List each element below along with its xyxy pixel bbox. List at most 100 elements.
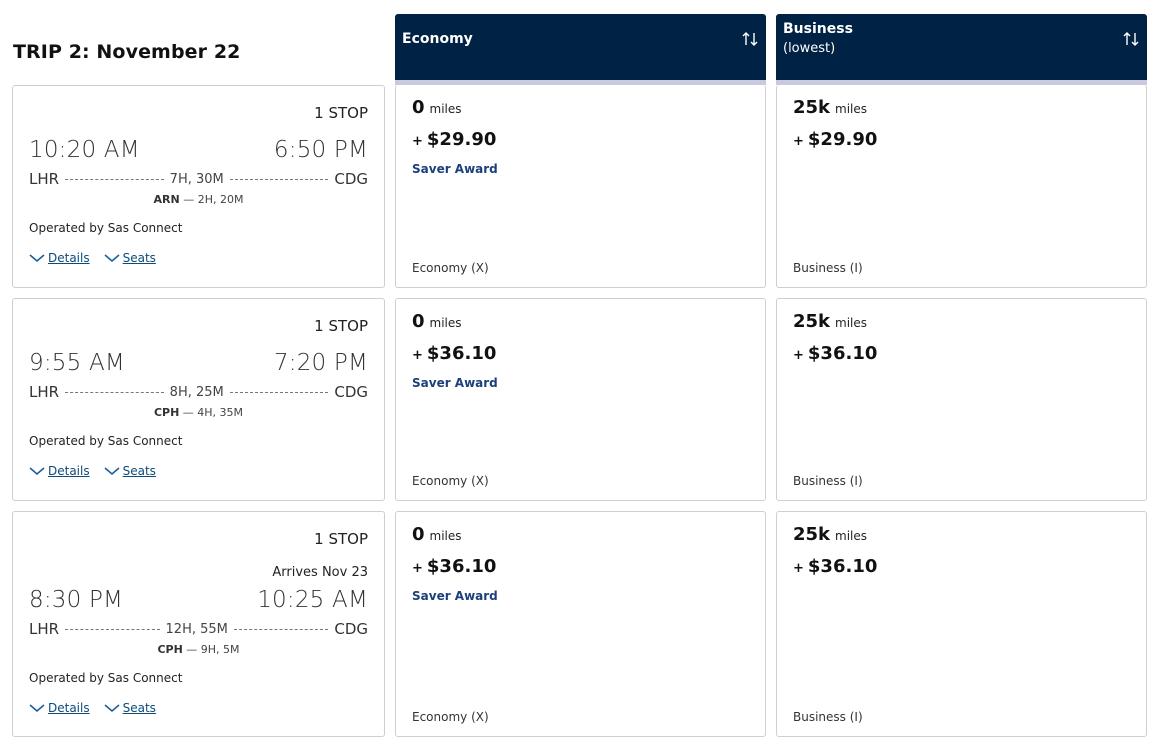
- arrive-time: 6:50 PM: [273, 137, 368, 163]
- arrive-time: 10:25 AM: [257, 587, 368, 613]
- saver-award-label: Saver Award: [412, 376, 498, 390]
- route-dash: [233, 628, 329, 630]
- route-dash: [65, 628, 160, 630]
- plus-sign: +: [412, 561, 423, 576]
- seats-link-label: Seats: [122, 251, 156, 265]
- destination-code: CDG: [334, 620, 368, 638]
- flight-card: 1 STOP 9:55 AM 7:20 PM LHR 8H, 25M CDG C…: [12, 298, 385, 501]
- miles-unit: miles: [835, 529, 868, 543]
- cabin-class: Business (I): [793, 474, 863, 488]
- cabin-class: Economy (X): [412, 710, 489, 724]
- destination-code: CDG: [334, 383, 369, 401]
- business-fare-card[interactable]: 25k miles + $36.10 Business (I): [776, 511, 1147, 737]
- miles-value: 0: [412, 97, 425, 118]
- seats-link[interactable]: Seats: [104, 251, 156, 265]
- chevron-down-icon: [29, 254, 45, 263]
- details-link-label: Details: [48, 251, 90, 265]
- plus-sign: +: [793, 134, 804, 149]
- economy-header-title: Economy: [402, 31, 473, 47]
- chevron-down-icon: [29, 704, 45, 713]
- economy-column-header[interactable]: Economy: [395, 14, 766, 85]
- seats-link-label: Seats: [122, 464, 156, 478]
- operated-by: Operated by Sas Connect: [29, 671, 183, 685]
- seats-link[interactable]: Seats: [104, 701, 156, 715]
- details-link-label: Details: [48, 701, 90, 715]
- cabin-class: Economy (X): [412, 261, 489, 275]
- chevron-down-icon: [104, 704, 120, 713]
- duration: 8H, 25M: [169, 384, 224, 400]
- operated-by: Operated by Sas Connect: [29, 221, 183, 235]
- miles-value: 25k: [793, 524, 831, 545]
- layover-info: CPH — 4H, 35M: [153, 406, 244, 419]
- seats-link[interactable]: Seats: [104, 464, 156, 478]
- layover-time: 4H, 35M: [197, 406, 244, 419]
- stops-label: 1 STOP: [314, 104, 368, 122]
- trip-title: TRIP 2: November 22: [13, 41, 241, 63]
- plus-sign: +: [793, 561, 804, 576]
- cabin-class: Business (I): [793, 261, 863, 275]
- route-row: LHR 8H, 25M CDG: [29, 382, 368, 402]
- flight-links: Details Seats: [29, 251, 170, 265]
- arrive-time: 7:20 PM: [273, 350, 368, 376]
- duration: 12H, 55M: [165, 621, 228, 637]
- business-fare-card[interactable]: 25k miles + $36.10 Business (I): [776, 298, 1147, 501]
- layover-time: 2H, 20M: [197, 193, 244, 206]
- destination-code: CDG: [334, 170, 369, 188]
- origin-code: LHR: [29, 620, 60, 638]
- plus-sign: +: [412, 348, 423, 363]
- route-dash: [65, 178, 164, 180]
- details-link-label: Details: [48, 464, 90, 478]
- header-accent-bar: [395, 80, 766, 85]
- route-row: LHR 12H, 55M CDG: [29, 619, 368, 639]
- miles-value: 25k: [793, 311, 831, 332]
- economy-fare-card[interactable]: 0 miles + $29.90 Saver Award Economy (X): [395, 85, 766, 288]
- layover-code: CPH: [157, 643, 183, 656]
- saver-award-label: Saver Award: [412, 589, 498, 603]
- layover-code: ARN: [153, 193, 180, 206]
- sort-arrows-icon[interactable]: [1122, 30, 1140, 48]
- business-fare-card[interactable]: 25k miles + $29.90 Business (I): [776, 85, 1147, 288]
- miles-unit: miles: [429, 102, 462, 116]
- route-row: LHR 7H, 30M CDG: [29, 169, 368, 189]
- miles-unit: miles: [835, 316, 868, 330]
- origin-code: LHR: [29, 170, 60, 188]
- miles-value: 0: [412, 524, 425, 545]
- fare-price: $36.10: [807, 343, 878, 364]
- duration: 7H, 30M: [169, 171, 224, 187]
- chevron-down-icon: [29, 467, 45, 476]
- miles-value: 0: [412, 311, 425, 332]
- sort-arrows-icon[interactable]: [741, 30, 759, 48]
- depart-time: 10:20 AM: [29, 137, 140, 163]
- saver-award-label: Saver Award: [412, 162, 498, 176]
- details-link[interactable]: Details: [29, 701, 90, 715]
- depart-time: 8:30 PM: [29, 587, 124, 613]
- miles-unit: miles: [429, 316, 462, 330]
- layover-time: 9H, 5M: [200, 643, 240, 656]
- business-header-title: Business: [783, 21, 853, 37]
- chevron-down-icon: [104, 467, 120, 476]
- operated-by: Operated by Sas Connect: [29, 434, 183, 448]
- fare-price: $36.10: [426, 556, 497, 577]
- origin-code: LHR: [29, 383, 60, 401]
- economy-fare-card[interactable]: 0 miles + $36.10 Saver Award Economy (X): [395, 511, 766, 737]
- business-column-header[interactable]: Business (lowest): [776, 14, 1147, 85]
- fare-price: $29.90: [426, 129, 497, 150]
- route-dash: [65, 391, 164, 393]
- fare-price: $36.10: [426, 343, 497, 364]
- stops-label: 1 STOP: [314, 530, 368, 548]
- flight-card: 1 STOP Arrives Nov 23 8:30 PM 10:25 AM L…: [12, 511, 385, 737]
- business-header-subtitle: (lowest): [783, 41, 836, 56]
- details-link[interactable]: Details: [29, 464, 90, 478]
- miles-value: 25k: [793, 97, 831, 118]
- miles-unit: miles: [429, 529, 462, 543]
- arrives-next-day: Arrives Nov 23: [272, 565, 368, 580]
- details-link[interactable]: Details: [29, 251, 90, 265]
- miles-unit: miles: [835, 102, 868, 116]
- fare-price: $29.90: [807, 129, 878, 150]
- layover-code: CPH: [153, 406, 180, 419]
- layover-info: CPH — 9H, 5M: [157, 643, 240, 656]
- header-accent-bar: [776, 80, 1147, 85]
- economy-fare-card[interactable]: 0 miles + $36.10 Saver Award Economy (X): [395, 298, 766, 501]
- layover-info: ARN — 2H, 20M: [153, 193, 244, 206]
- chevron-down-icon: [104, 254, 120, 263]
